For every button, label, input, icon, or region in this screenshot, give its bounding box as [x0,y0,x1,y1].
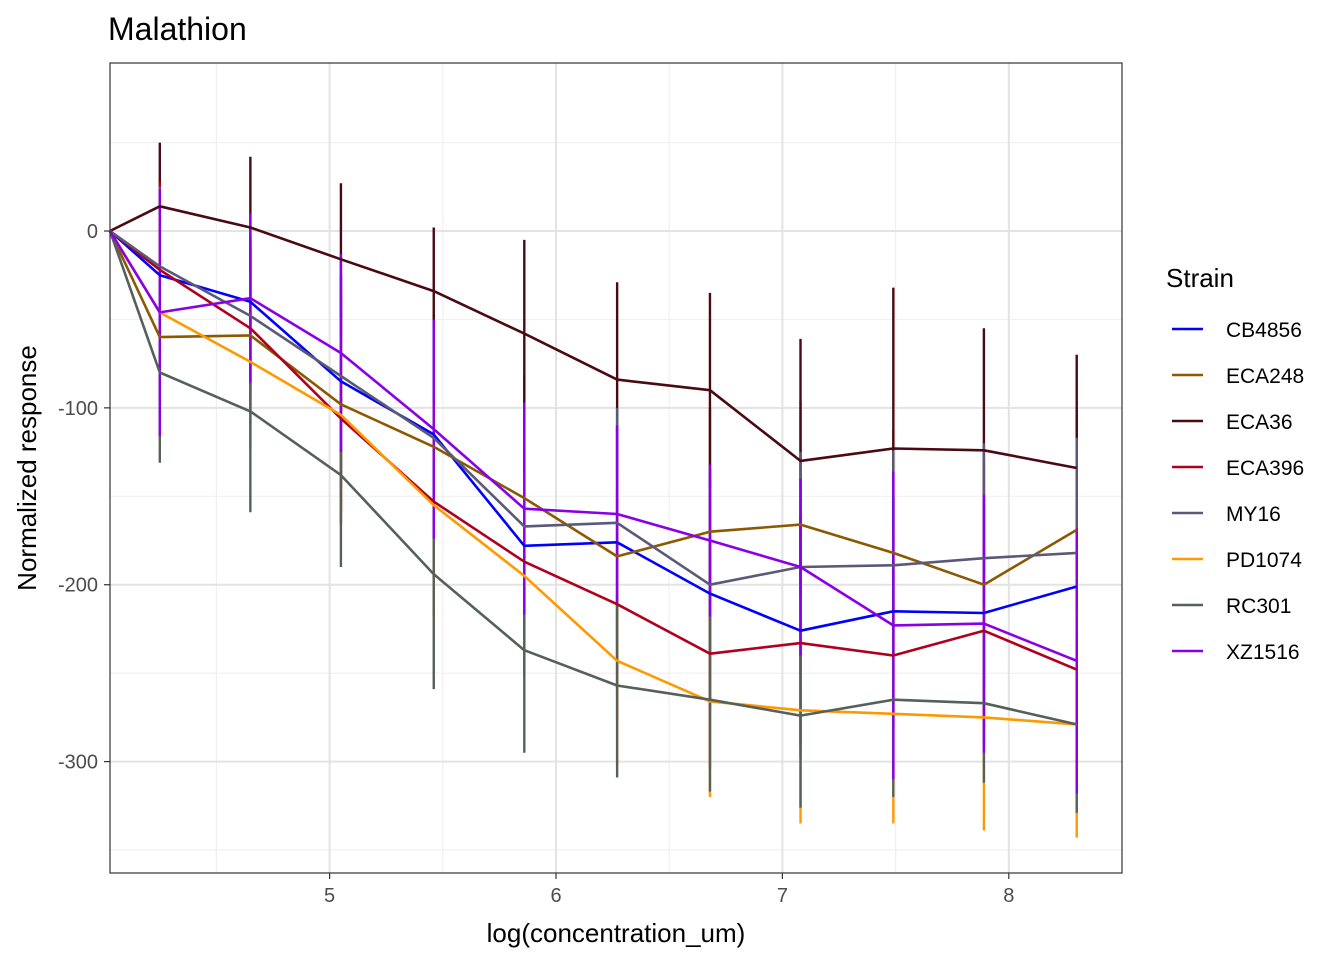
legend-label-eca248: ECA248 [1226,365,1304,388]
x-tick-label: 8 [1003,885,1014,907]
y-axis-title: Normalized response [12,345,42,591]
series-line-eca36 [109,205,1077,470]
legend-label-eca36: ECA36 [1226,411,1293,434]
series-line-eca248 [108,230,1078,587]
series-line-my16 [109,229,1077,587]
legend-label-xz1516: XZ1516 [1226,641,1300,664]
chart-title: Malathion [108,11,247,47]
panel-border [109,62,1123,874]
legend-title: Strain [1166,263,1234,293]
series-line-eca396 [109,229,1078,671]
legend: Strain CB4856 ECA248 ECA36 ECA396 MY16 PD1074… [1166,263,1304,664]
x-tick-label: 6 [550,885,561,907]
x-axis-title: log(concentration_um) [487,918,746,948]
legend-label-pd1074: PD1074 [1226,549,1302,572]
x-axis-ticks: 5 6 7 8 [324,873,1014,907]
series-line-rc301 [108,230,1077,726]
x-tick-label: 7 [777,885,788,907]
series-line-cb4856 [109,230,1078,633]
y-tick-label: -100 [58,398,98,420]
y-tick-label: 0 [87,221,98,243]
series-lines [108,205,1078,726]
y-tick-label: -200 [58,575,98,597]
y-axis-ticks: 0 -100 -200 -300 [58,221,110,774]
y-tick-label: -300 [58,752,98,774]
legend-label-cb4856: CB4856 [1226,319,1302,342]
x-tick-label: 5 [324,885,335,907]
legend-label-my16: MY16 [1226,503,1281,526]
legend-label-rc301: RC301 [1226,595,1291,618]
series-line-pd1074 [108,230,1077,726]
legend-label-eca396: ECA396 [1226,457,1304,480]
series-line-xz1516 [108,230,1078,663]
